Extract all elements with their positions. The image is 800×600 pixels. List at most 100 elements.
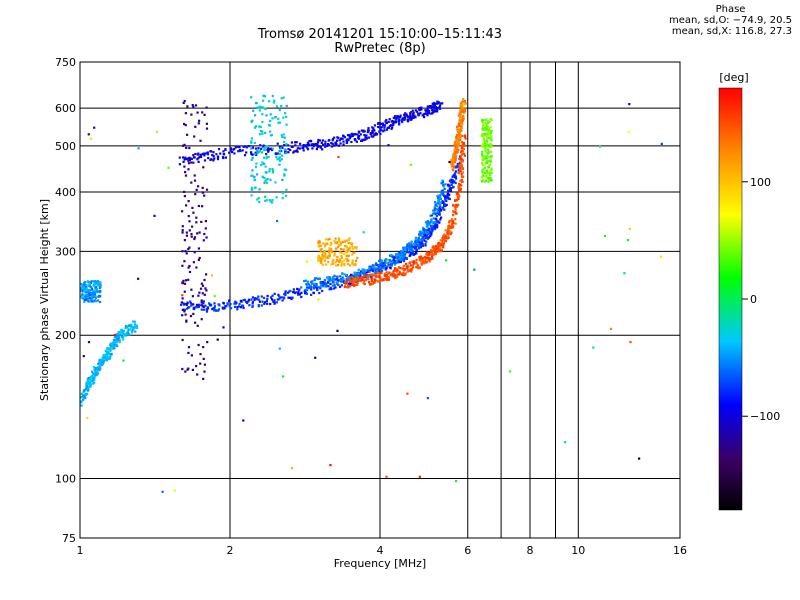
data-point	[264, 165, 267, 168]
data-point	[364, 138, 367, 141]
data-point	[451, 218, 454, 221]
data-point	[450, 231, 453, 234]
data-point	[278, 121, 281, 124]
data-point	[362, 231, 365, 234]
data-point	[431, 109, 434, 112]
data-point	[91, 297, 94, 300]
data-point	[382, 266, 385, 270]
data-point	[198, 119, 201, 122]
data-point	[439, 204, 442, 207]
data-point	[275, 196, 278, 199]
data-point	[197, 258, 200, 261]
data-point	[253, 178, 256, 181]
data-point	[254, 125, 258, 128]
data-point	[485, 123, 488, 126]
data-point	[450, 220, 453, 223]
data-point	[447, 225, 450, 228]
data-point	[118, 338, 121, 341]
data-point	[87, 385, 91, 388]
data-point	[124, 325, 128, 328]
data-point	[319, 146, 322, 149]
data-point	[462, 152, 466, 156]
data-point	[89, 285, 92, 288]
data-point	[375, 273, 378, 276]
data-point	[88, 300, 91, 303]
data-point	[193, 174, 196, 177]
data-point	[433, 209, 436, 212]
data-point	[455, 203, 458, 206]
data-point	[93, 284, 96, 287]
data-point	[347, 286, 350, 289]
data-point	[427, 224, 430, 227]
data-point	[342, 143, 345, 146]
data-point	[102, 361, 105, 364]
data-point	[263, 176, 266, 180]
data-point	[353, 283, 356, 286]
data-point	[484, 126, 487, 129]
data-point	[306, 148, 310, 151]
data-point	[270, 298, 274, 301]
data-point	[204, 287, 207, 290]
data-point	[265, 181, 269, 184]
data-point	[351, 134, 354, 138]
data-point	[418, 475, 421, 478]
data-point	[222, 326, 225, 329]
data-point	[346, 257, 349, 260]
data-point	[481, 120, 484, 123]
data-point	[420, 262, 423, 265]
data-point	[404, 272, 407, 275]
data-point	[92, 289, 95, 292]
data-point	[339, 275, 342, 278]
data-point	[438, 246, 441, 250]
data-point	[455, 133, 459, 137]
data-point	[419, 246, 423, 249]
data-point	[458, 119, 461, 122]
data-point	[262, 156, 265, 159]
data-point	[412, 116, 415, 119]
data-point	[345, 246, 348, 249]
data-point	[98, 284, 101, 287]
data-point	[411, 114, 414, 117]
data-point	[238, 302, 241, 305]
data-point	[405, 246, 408, 249]
data-point	[112, 339, 116, 342]
data-point	[343, 264, 346, 267]
data-point	[428, 229, 431, 232]
phase-stats-x: mean, sd,X: 116.8, 27.3	[671, 26, 792, 37]
data-point	[345, 254, 348, 257]
data-point	[334, 261, 337, 264]
data-point	[343, 252, 346, 255]
data-point	[277, 121, 280, 124]
data-point	[341, 278, 344, 281]
data-point	[400, 259, 403, 262]
data-point	[415, 258, 418, 261]
data-point	[406, 114, 409, 118]
data-point	[284, 194, 288, 198]
data-point	[251, 146, 254, 149]
data-point	[399, 116, 402, 119]
data-point	[342, 135, 345, 138]
data-point	[415, 110, 419, 113]
data-point	[96, 299, 100, 302]
data-point	[481, 163, 484, 167]
data-point	[353, 278, 356, 281]
data-point	[409, 251, 412, 254]
data-point	[250, 140, 253, 143]
data-point	[324, 279, 327, 282]
data-point	[352, 263, 355, 266]
data-point	[205, 152, 208, 155]
data-point	[447, 231, 450, 235]
data-point	[331, 260, 334, 263]
data-point	[308, 143, 311, 146]
data-point	[92, 366, 96, 369]
data-point	[87, 292, 90, 295]
data-point	[425, 224, 428, 227]
data-point	[250, 174, 253, 177]
data-point	[114, 343, 117, 346]
data-point	[391, 275, 394, 278]
data-point	[319, 259, 322, 262]
data-point	[480, 134, 483, 137]
data-point	[487, 126, 490, 130]
data-point	[397, 120, 401, 123]
data-point	[428, 258, 431, 261]
